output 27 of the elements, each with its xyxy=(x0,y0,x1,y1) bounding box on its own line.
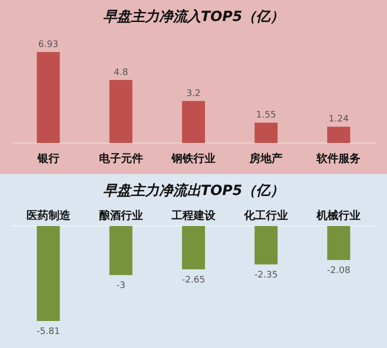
data-label: -2.65 xyxy=(182,275,206,286)
x-tick-label: 电子元件 xyxy=(98,152,143,165)
data-label: -3 xyxy=(116,281,126,292)
x-tick-label: 酿酒行业 xyxy=(98,209,143,222)
data-label: -2.35 xyxy=(254,270,278,280)
bar xyxy=(109,80,132,143)
bar xyxy=(254,122,278,143)
data-label: 3.2 xyxy=(186,88,201,99)
bar xyxy=(182,100,205,143)
data-label: 4.8 xyxy=(114,68,128,78)
chart-title: 早盘主力净流入TOP5（亿） xyxy=(102,8,284,25)
x-tick-label: 钢铁行业 xyxy=(170,152,216,165)
data-label: 6.93 xyxy=(38,40,58,50)
x-tick-label: 银行 xyxy=(36,152,60,165)
x-tick-label: 医药制造 xyxy=(26,209,72,222)
data-label: -5.81 xyxy=(36,327,60,337)
data-label: 1.55 xyxy=(256,110,276,121)
data-label: 1.24 xyxy=(328,114,349,125)
data-label: -2.08 xyxy=(327,266,351,276)
x-tick-label: 房地产 xyxy=(248,152,283,165)
x-tick-label: 机械行业 xyxy=(316,209,361,222)
x-tick-label: 化工行业 xyxy=(243,209,288,222)
x-tick-label: 工程建设 xyxy=(170,209,216,222)
chart-title: 早盘主力净流出TOP5（亿） xyxy=(102,182,284,199)
x-tick-label: 软件服务 xyxy=(316,152,361,165)
bar xyxy=(327,126,350,143)
bar xyxy=(36,52,60,143)
